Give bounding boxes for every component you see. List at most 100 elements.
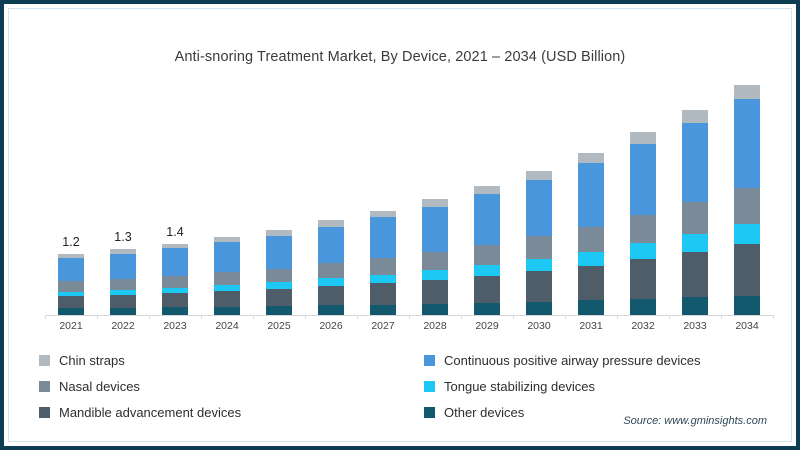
bar-segment bbox=[630, 214, 656, 244]
bar-2032[interactable] bbox=[630, 132, 656, 315]
bar-segment bbox=[734, 295, 760, 315]
legend-label: Nasal devices bbox=[59, 378, 140, 394]
bar-segment bbox=[58, 308, 84, 315]
bar-segment bbox=[578, 153, 604, 164]
x-tick-2030: 2030 bbox=[527, 320, 551, 332]
bar-segment bbox=[266, 235, 292, 269]
bar-segment bbox=[474, 186, 500, 195]
bar-2034[interactable] bbox=[734, 84, 760, 315]
x-tick-2031: 2031 bbox=[579, 320, 603, 332]
bar-segment bbox=[422, 303, 448, 315]
legend-label: Tongue stabilizing devices bbox=[444, 378, 596, 394]
bar-2029[interactable] bbox=[474, 186, 500, 315]
bar-segment bbox=[734, 188, 760, 224]
bar-segment bbox=[214, 242, 240, 273]
bar-segment bbox=[526, 301, 552, 315]
bar-segment bbox=[318, 305, 344, 315]
legend-row: Mandible advancement devices Other device… bbox=[39, 399, 779, 425]
axis-tick bbox=[97, 315, 98, 319]
bar-2030[interactable] bbox=[526, 170, 552, 315]
bar-segment bbox=[578, 300, 604, 315]
legend-item[interactable]: Mandible advancement devices bbox=[39, 405, 424, 420]
legend-swatch-icon bbox=[424, 354, 435, 366]
bar-segment bbox=[162, 307, 188, 315]
bar-2024[interactable] bbox=[214, 237, 240, 315]
bar-2033[interactable] bbox=[682, 109, 708, 315]
x-tick-2027: 2027 bbox=[371, 320, 395, 332]
bar-segment bbox=[578, 226, 604, 252]
bar-2021[interactable]: 1.2 bbox=[58, 235, 84, 315]
legend-item[interactable]: Chin straps bbox=[39, 353, 424, 368]
bar-segment bbox=[266, 268, 292, 283]
bar-segment bbox=[526, 271, 552, 302]
axis-tick bbox=[201, 315, 202, 319]
axis-tick bbox=[461, 315, 462, 319]
bar-segment bbox=[682, 202, 708, 235]
bar-segment bbox=[474, 194, 500, 245]
bar-segment bbox=[526, 236, 552, 260]
bar-value-label: 1.2 bbox=[62, 234, 80, 249]
bar-segment bbox=[58, 281, 84, 292]
bar-segment bbox=[734, 223, 760, 245]
axis-tick bbox=[669, 315, 670, 319]
axis-tick bbox=[773, 315, 774, 319]
bar-segment bbox=[110, 248, 136, 254]
x-tick-2034: 2034 bbox=[735, 320, 759, 332]
bar-segment bbox=[214, 306, 240, 315]
bar-2026[interactable] bbox=[318, 220, 344, 315]
axis-tick bbox=[149, 315, 150, 319]
bar-segment bbox=[318, 220, 344, 227]
axis-tick bbox=[409, 315, 410, 319]
legend-item[interactable]: Continuous positive airway pressure devi… bbox=[424, 353, 701, 368]
bar-segment bbox=[630, 243, 656, 260]
bar-2022[interactable]: 1.3 bbox=[110, 230, 136, 315]
legend-swatch-icon bbox=[39, 406, 50, 418]
x-tick-2022: 2022 bbox=[111, 320, 135, 332]
bar-2027[interactable] bbox=[370, 210, 396, 315]
bar-2023[interactable]: 1.4 bbox=[162, 225, 188, 315]
axis-tick bbox=[617, 315, 618, 319]
bar-segment bbox=[266, 289, 292, 307]
legend-item[interactable]: Other devices bbox=[424, 405, 524, 420]
bar-segment bbox=[630, 144, 656, 215]
bar-segment bbox=[526, 179, 552, 237]
bar-segment bbox=[162, 293, 188, 308]
x-tick-2021: 2021 bbox=[59, 320, 83, 332]
bar-segment bbox=[214, 237, 240, 243]
legend-swatch-icon bbox=[424, 380, 435, 392]
bar-segment bbox=[370, 274, 396, 284]
bar-segment bbox=[58, 253, 84, 259]
x-tick-2024: 2024 bbox=[215, 320, 239, 332]
bar-segment bbox=[474, 302, 500, 315]
bar-segment bbox=[578, 265, 604, 301]
bar-segment bbox=[526, 170, 552, 180]
bar-segment bbox=[370, 210, 396, 218]
chart-legend: Chin straps Continuous positive airway pr… bbox=[39, 347, 779, 425]
bar-2031[interactable] bbox=[578, 153, 604, 315]
legend-row: Nasal devices Tongue stabilizing devices bbox=[39, 373, 779, 399]
axis-tick bbox=[305, 315, 306, 319]
bar-2028[interactable] bbox=[422, 199, 448, 315]
legend-swatch-icon bbox=[424, 406, 435, 418]
bar-segment bbox=[318, 226, 344, 264]
bar-segment bbox=[110, 294, 136, 308]
bar-segment bbox=[214, 272, 240, 286]
bar-segment bbox=[422, 199, 448, 207]
legend-item[interactable]: Tongue stabilizing devices bbox=[424, 379, 595, 394]
bar-segment bbox=[162, 287, 188, 294]
bar-segment bbox=[318, 278, 344, 287]
axis-tick bbox=[565, 315, 566, 319]
legend-swatch-icon bbox=[39, 380, 50, 392]
x-tick-2026: 2026 bbox=[319, 320, 343, 332]
legend-item[interactable]: Nasal devices bbox=[39, 379, 424, 394]
axis-tick bbox=[45, 315, 46, 319]
bar-2025[interactable] bbox=[266, 230, 292, 315]
bar-segment bbox=[422, 270, 448, 280]
bar-segment bbox=[422, 251, 448, 271]
bar-segment bbox=[318, 286, 344, 306]
bar-segment bbox=[162, 248, 188, 276]
legend-label: Continuous positive airway pressure devi… bbox=[444, 352, 701, 368]
x-tick-2028: 2028 bbox=[423, 320, 447, 332]
legend-label: Chin straps bbox=[59, 352, 125, 368]
